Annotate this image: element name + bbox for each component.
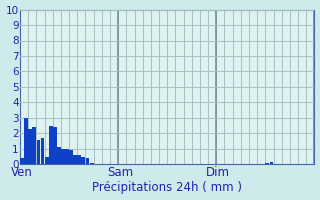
Bar [24,118,28,164]
Bar [41,138,44,164]
Bar [57,147,61,164]
Bar [45,157,49,164]
Bar [28,129,32,164]
Bar [32,127,36,164]
Bar [49,126,53,164]
Bar [77,155,81,164]
Bar [73,155,77,164]
Bar [82,157,85,164]
Bar [20,158,24,164]
Bar [69,150,73,164]
Bar [61,149,65,164]
Bar [36,140,40,164]
Bar [90,163,93,164]
Bar [266,163,269,164]
Bar [269,162,274,164]
Bar [65,149,69,164]
X-axis label: Précipitations 24h ( mm ): Précipitations 24h ( mm ) [92,181,242,194]
Bar [53,127,57,164]
Bar [85,158,90,164]
